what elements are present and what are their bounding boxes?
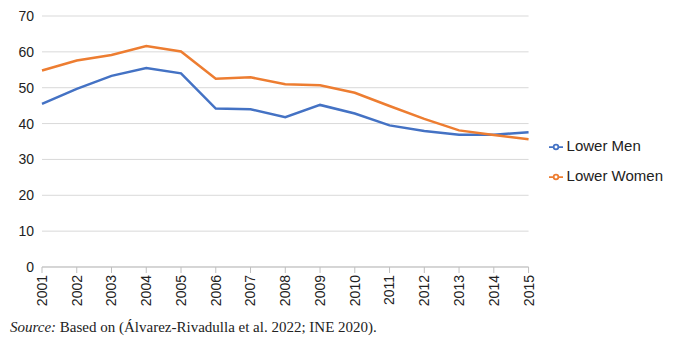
svg-text:60: 60	[18, 44, 34, 60]
html-text:Lower Women: Lower Women	[566, 166, 663, 184]
svg-text:30: 30	[18, 151, 34, 167]
svg-text:2011: 2011	[381, 275, 397, 305]
html-text:Source: Based on (Álvarez-Riva: Source: Based on (Álvarez-Rivadulla et a…	[10, 319, 377, 335]
svg-text:50: 50	[18, 80, 34, 96]
svg-text:2013: 2013	[451, 275, 467, 306]
svg-text:70: 70	[18, 8, 34, 24]
svg-text:2005: 2005	[173, 275, 189, 306]
svg-text:2012: 2012	[416, 275, 432, 306]
svg-text:2007: 2007	[242, 275, 258, 306]
svg-text:2006: 2006	[208, 275, 224, 306]
svg-text:2014: 2014	[486, 275, 502, 306]
svg-text:2004: 2004	[138, 275, 154, 306]
svg-text:2002: 2002	[69, 275, 85, 306]
svg-text:20: 20	[18, 187, 34, 203]
html-text:Lower Men: Lower Men	[566, 136, 641, 154]
svg-text:10: 10	[18, 223, 34, 239]
svg-text:2009: 2009	[312, 275, 328, 306]
svg-text:2001: 2001	[34, 275, 50, 306]
svg-text:0: 0	[26, 259, 34, 275]
svg-text:2015: 2015	[521, 275, 537, 306]
svg-text:2003: 2003	[103, 275, 119, 306]
svg-text:40: 40	[18, 116, 34, 132]
svg-text:2010: 2010	[347, 275, 363, 306]
svg-text:2008: 2008	[277, 275, 293, 306]
